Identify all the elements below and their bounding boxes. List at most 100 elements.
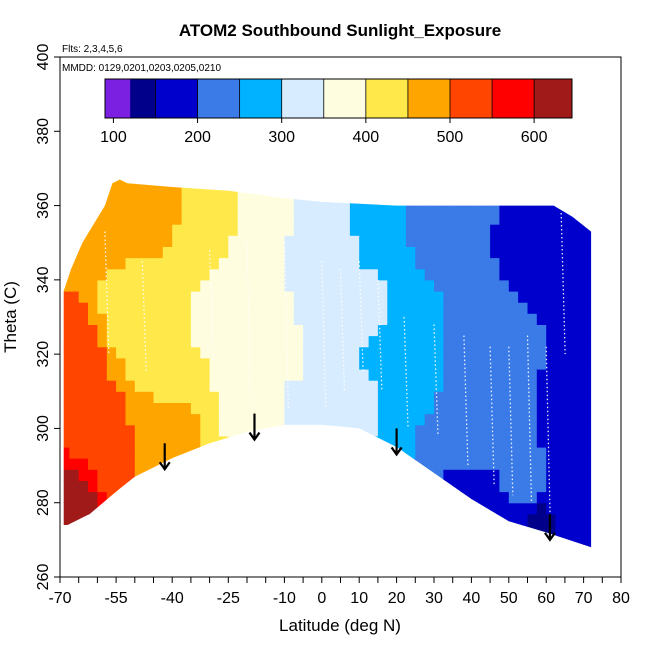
heatmap-cell — [359, 491, 370, 504]
heatmap-cell — [78, 513, 89, 526]
heatmap-cell — [434, 413, 444, 426]
heatmap-cell — [490, 525, 500, 537]
heatmap-cell — [256, 435, 267, 448]
heatmap-cell — [490, 179, 500, 192]
heatmap-cell — [275, 458, 285, 470]
heatmap-cell — [443, 391, 454, 403]
heatmap-cell — [480, 346, 491, 359]
heatmap-cell — [228, 424, 239, 437]
heatmap-cell — [144, 324, 155, 337]
heatmap-cell — [564, 224, 575, 236]
heatmap-cell — [359, 302, 370, 314]
heatmap-cell — [508, 480, 519, 493]
heatmap-cell — [228, 324, 239, 337]
heatmap-cell — [237, 480, 248, 493]
heatmap-cell — [153, 369, 164, 381]
heatmap-cell — [462, 480, 472, 493]
heatmap-cell — [275, 179, 285, 192]
heatmap-cell — [116, 335, 127, 348]
heatmap-cell — [181, 391, 192, 403]
heatmap-cell — [63, 357, 70, 370]
heatmap-cell — [405, 369, 416, 381]
heatmap-cell — [293, 424, 304, 437]
heatmap-cell — [452, 513, 463, 526]
heatmap-cell — [490, 547, 500, 559]
heatmap-cell — [377, 391, 388, 403]
heatmap-cell — [116, 502, 127, 515]
heatmap-cell — [134, 257, 145, 270]
colorbar-segment — [407, 79, 451, 118]
heatmap-cell — [480, 369, 491, 381]
heatmap-cell — [172, 525, 183, 537]
heatmap-cell — [593, 235, 603, 247]
heatmap-cell — [452, 235, 463, 247]
heatmap-cell — [359, 190, 370, 203]
heatmap-cell — [349, 224, 360, 236]
heatmap-cell — [125, 491, 136, 504]
heatmap-cell — [452, 447, 463, 459]
heatmap-cell — [415, 536, 426, 548]
heatmap-cell — [574, 246, 585, 259]
heatmap-cell — [63, 402, 70, 415]
heatmap-cell — [564, 346, 575, 359]
heatmap-cell — [527, 179, 538, 192]
heatmap-cell — [508, 447, 519, 459]
heatmap-cell — [490, 224, 500, 236]
heatmap-cell — [190, 224, 201, 236]
heatmap-cell — [593, 547, 603, 559]
heatmap-cell — [331, 291, 342, 303]
flight-traces — [104, 212, 566, 522]
heatmap-cell — [144, 435, 155, 448]
heatmap-cell — [340, 402, 351, 415]
heatmap-cell — [396, 480, 407, 493]
heatmap-cell — [405, 391, 416, 403]
heatmap-cell — [134, 435, 145, 448]
heatmap-cell — [583, 235, 592, 247]
heatmap-cell — [490, 246, 500, 259]
heatmap-cell — [162, 190, 173, 203]
heatmap-cell — [303, 435, 314, 448]
heatmap-cell — [387, 201, 398, 214]
heatmap-cell — [564, 525, 575, 537]
heatmap-cell — [190, 413, 201, 426]
heatmap-cell — [546, 357, 557, 370]
heatmap-cell — [527, 536, 538, 548]
heatmap-cell — [546, 257, 557, 270]
heatmap-cell — [368, 491, 379, 504]
heatmap-cell — [116, 447, 127, 459]
heatmap-cell — [377, 313, 388, 325]
heatmap-cell — [471, 313, 482, 325]
heatmap-cell — [144, 302, 155, 314]
heatmap-cell — [162, 346, 173, 359]
heatmap-cell — [181, 279, 192, 292]
heatmap-cell — [162, 279, 173, 292]
heatmap-cell — [434, 224, 444, 236]
heatmap-cell — [275, 447, 285, 459]
heatmap-cell — [536, 179, 547, 192]
heatmap-cell — [228, 513, 239, 526]
heatmap-cell — [443, 335, 454, 348]
heatmap-cell — [508, 324, 519, 337]
heatmap-cell — [490, 413, 500, 426]
heatmap-cell — [527, 525, 538, 537]
heatmap-cell — [312, 458, 323, 470]
heatmap-cell — [546, 190, 557, 203]
heatmap-cell — [69, 279, 80, 292]
heatmap-cell — [284, 357, 295, 370]
heatmap-cell — [218, 469, 229, 481]
heatmap-cell — [424, 179, 435, 181]
heatmap-cell — [462, 402, 472, 415]
heatmap-cell — [349, 369, 360, 381]
heatmap-cell — [181, 213, 192, 225]
heatmap-cell — [303, 469, 314, 481]
heatmap-cell — [546, 213, 557, 225]
heatmap-cell — [256, 536, 267, 548]
heatmap-cell — [228, 391, 239, 403]
heatmap-cell — [69, 235, 80, 247]
heatmap-cell — [527, 246, 538, 259]
heatmap-cell — [387, 525, 398, 537]
heatmap-cell — [574, 513, 585, 526]
heatmap-cell — [284, 469, 295, 481]
heatmap-cell — [574, 536, 585, 548]
heatmap-cell — [293, 213, 304, 225]
